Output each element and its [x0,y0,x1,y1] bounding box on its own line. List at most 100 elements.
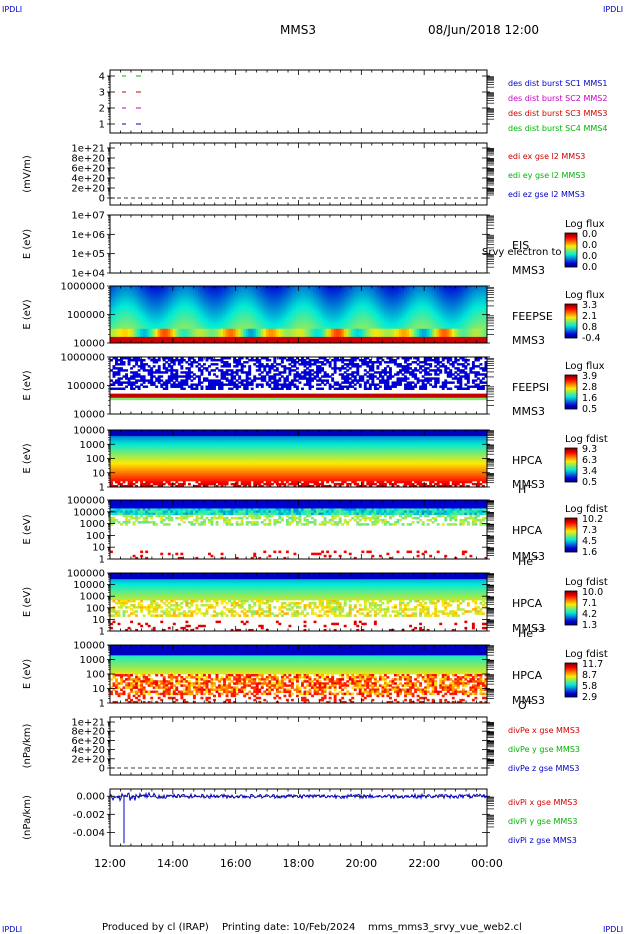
spectrogram-cell [150,308,154,311]
spectrogram-cell [192,334,196,338]
spectrogram-cell [190,310,194,313]
spectrogram-cell [155,306,159,309]
spectrogram-cell [127,298,131,301]
colorbar-swatch [565,250,577,252]
spectrogram-cell [185,334,189,338]
spectrogram-cell [160,336,164,340]
spectrogram-cell [195,294,199,297]
spectrogram-cell [132,312,136,315]
spectrogram-cell [160,286,164,289]
spectrogram-cell [140,318,144,322]
spectrogram-cell [137,326,141,330]
spectrogram-cell [192,310,196,313]
spectrogram-cell [167,304,171,307]
spectrogram-cell [192,292,196,295]
colorbar-swatch [565,238,577,240]
spectrogram-cell [130,334,134,338]
spectrogram-cell [115,312,118,315]
spectrogram-cell [137,320,141,324]
spectrogram-cell [177,288,181,291]
spectrogram-cell [195,324,199,328]
spectrogram-cell [125,314,128,317]
overlay-label: Srvy electron to [482,247,562,258]
spectrogram-cell [170,288,174,291]
spectrogram-cell [170,318,174,322]
spectrogram-cell [185,312,189,315]
spectrogram-cell [157,332,161,336]
spectrogram-cell [125,322,128,326]
spectrogram-cell [175,318,179,322]
spectrogram-cell [152,302,156,305]
spectrogram-cell [190,322,194,326]
spectrogram-cell [140,292,144,295]
colorbar-swatch [565,247,577,249]
spectrogram-cell [170,306,174,309]
spectrogram-cell [157,312,161,315]
spectrogram-cell [132,336,136,340]
spectrogram-cell [180,298,184,301]
spectrogram-cell [140,298,144,301]
spectrogram-cell [160,324,164,328]
colorbar-frame [564,232,578,268]
spectrogram-cell [137,328,141,332]
spectrogram-cell [135,310,139,313]
spectrogram-cell [125,288,128,291]
spectrogram-cell [145,320,149,324]
spectrogram-cell [182,310,186,313]
spectrogram-cell [195,334,199,338]
spectrogram-cell [195,322,199,326]
spectrogram-cell [150,288,154,291]
spectrogram-cell [177,292,181,295]
spectrogram-cell [185,332,189,336]
spectrogram-cell [115,387,118,390]
spectrogram-cell [120,326,123,330]
spectrogram-cell [155,288,159,291]
spectrogram-cell [185,340,189,344]
spectrogram-cell [190,312,194,315]
spectrogram-cell [120,308,123,311]
spectrogram-cell [147,328,151,332]
spectrogram-cell [170,338,174,342]
spectrogram-cell [120,316,123,319]
spectrogram-cell [197,296,201,299]
spectrogram-cell [150,330,154,334]
spectrogram-cell [125,336,128,340]
spectrogram-cell [172,324,176,328]
spectrogram-cell [112,308,116,311]
spectrogram-cell [172,320,176,324]
spectrogram-cell [180,304,184,307]
spectrogram-cell [185,330,189,334]
spectrogram-cell [185,288,189,291]
spectrogram-cell [170,324,174,328]
spectrogram-cell [150,302,154,305]
spectrogram-cell [122,316,126,319]
spectrogram-cell [157,320,161,324]
spectrogram-cell [140,326,144,330]
spectrogram-cell [185,338,189,342]
spectrogram-cell [130,324,134,328]
spectrogram-cell [152,294,156,297]
spectrogram-cell [142,324,146,328]
spectrogram-cell [187,320,191,324]
spectrogram-cell [182,288,186,291]
spectrogram-cell [112,306,116,309]
spectrogram-cell [180,330,184,334]
spectrogram-cell [157,288,161,291]
spectrogram-cell [190,298,194,301]
spectrogram-cell [155,318,159,322]
spectrogram-cell [147,320,151,324]
spectrogram-cell [122,290,126,293]
spectrogram-cell [140,306,144,309]
spectrogram-cell [167,308,171,311]
spectrogram-cell [197,298,201,301]
colorbar-swatch [565,233,577,235]
spectrogram-cell [190,324,194,328]
spectrogram-cell [195,328,199,332]
spectrogram-cell [115,367,118,370]
colorbar-tick-label: 0.8 [582,322,597,333]
spectrogram-cell [172,314,176,317]
spectrogram-cell [130,336,134,340]
spectrogram-cell [120,322,123,326]
spectrogram-cell [187,330,191,334]
spectrogram-cell [112,326,116,330]
